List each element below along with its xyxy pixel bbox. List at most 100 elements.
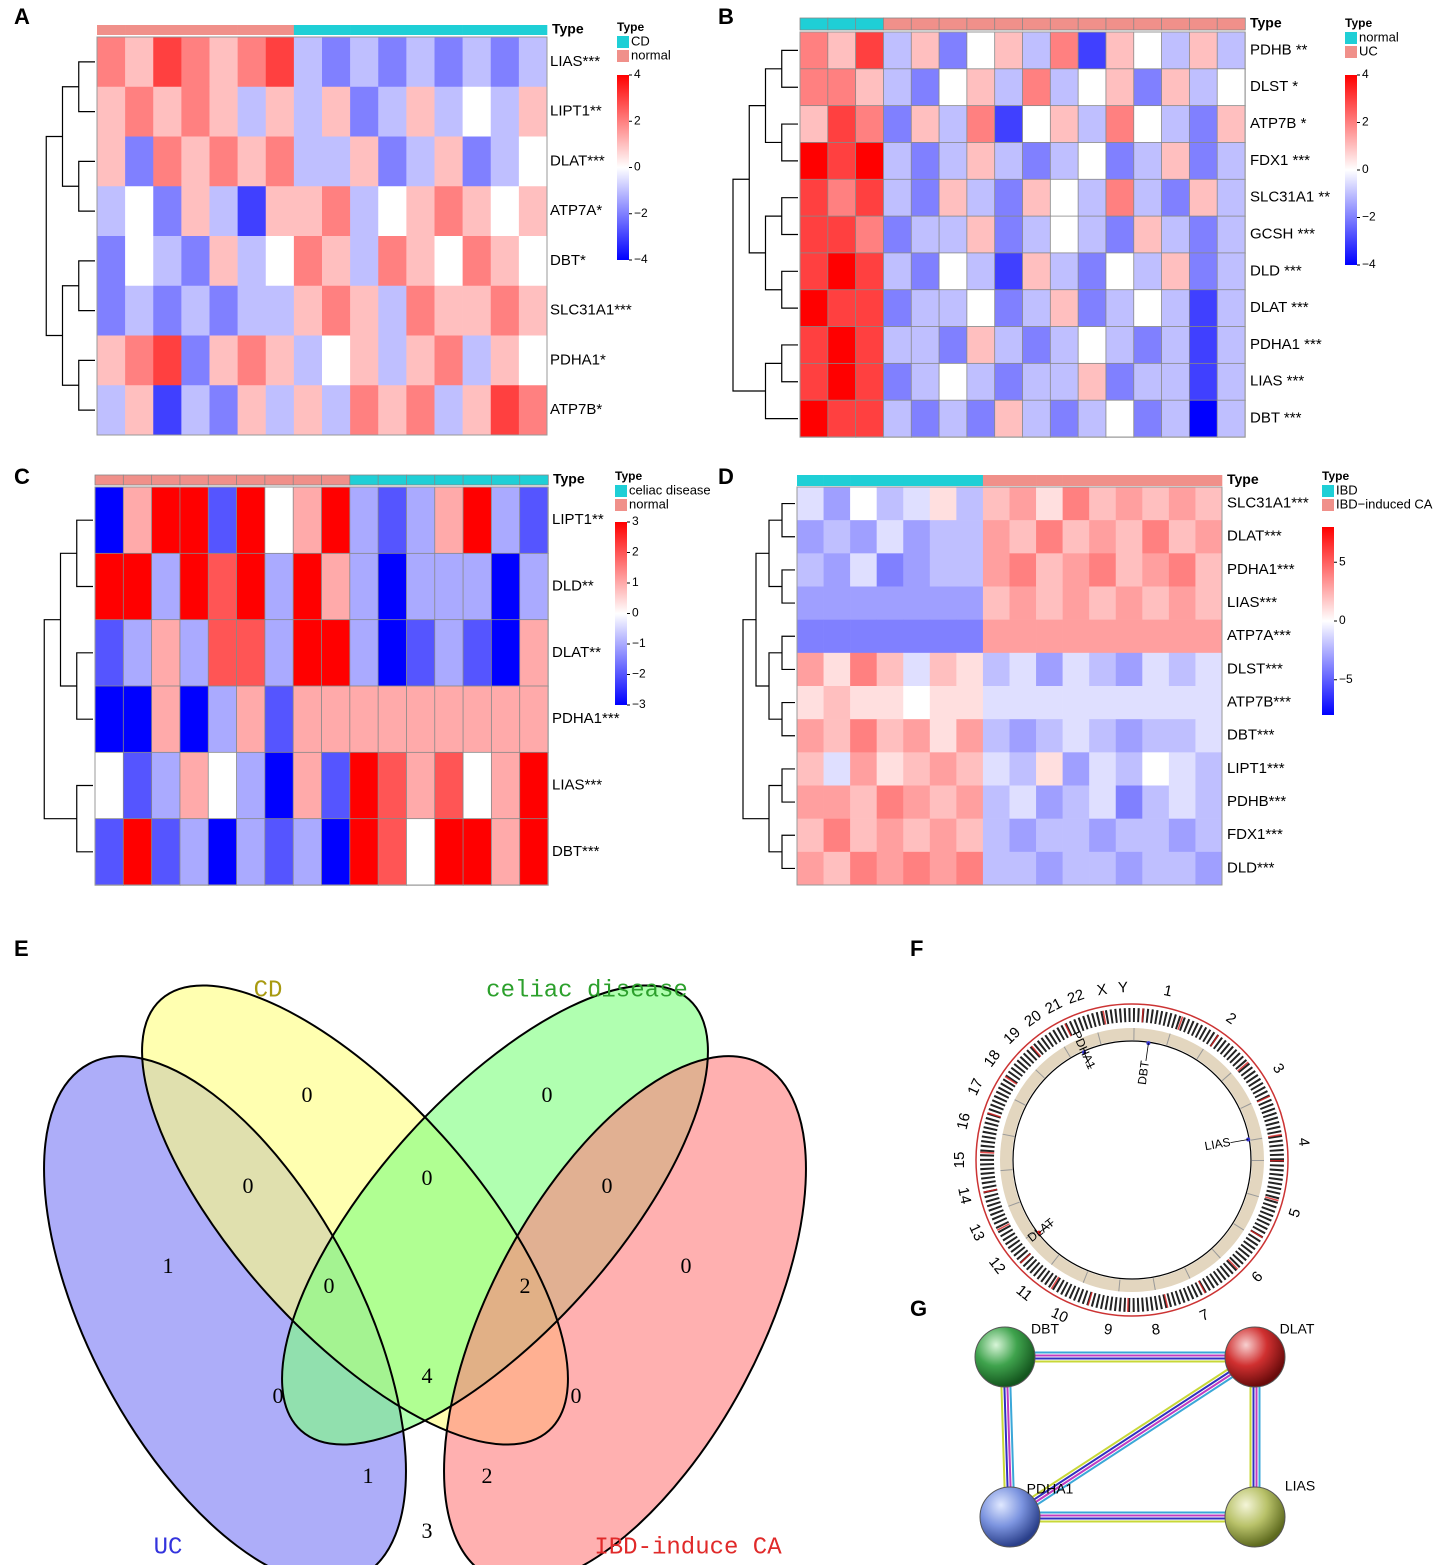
- heatmap-cell: [1105, 252, 1135, 291]
- row-label: DLD**: [552, 577, 594, 594]
- heatmap-cell: [910, 68, 940, 107]
- heatmap-cell: [855, 215, 885, 254]
- heatmap-cell: [378, 236, 407, 287]
- venn-set-label: CD: [254, 977, 283, 1004]
- heatmap-cell: [929, 652, 957, 687]
- heatmap-cell: [799, 399, 829, 438]
- row-label: LIAS***: [1227, 594, 1277, 611]
- colorbar-tick-label: −4: [634, 252, 648, 266]
- heatmap-cell: [982, 752, 1010, 786]
- heatmap-cell: [97, 136, 126, 187]
- heatmap-cell: [982, 487, 1010, 521]
- annotation-cell: [994, 17, 1024, 31]
- row-label: DLAT***: [1227, 528, 1282, 545]
- heatmap-cell: [1077, 105, 1107, 144]
- annotation-cell: [1022, 17, 1052, 31]
- heatmap-cell: [94, 619, 125, 687]
- heatmap-cell: [855, 399, 885, 438]
- heatmap-cell: [938, 326, 968, 365]
- venn-set: [444, 1056, 806, 1565]
- heatmap-cell: [966, 31, 996, 70]
- heatmap-cell: [181, 136, 210, 187]
- chromosome-label: 21: [1042, 995, 1065, 1018]
- heatmap-cell: [876, 818, 904, 853]
- heatmap-cell: [994, 105, 1024, 144]
- heatmap-cell: [406, 236, 435, 287]
- gene-pointer: [1145, 1043, 1149, 1062]
- heatmap-cell: [797, 520, 824, 554]
- heatmap-cell: [850, 487, 877, 521]
- heatmap-cell: [1168, 520, 1196, 554]
- annotation-cell: [462, 474, 493, 486]
- heatmap-cell: [406, 37, 435, 88]
- heatmap-cell: [1133, 326, 1163, 365]
- colorbar-tick-label: 2: [632, 545, 639, 559]
- heatmap-cell: [434, 486, 464, 555]
- heatmap-cell: [153, 86, 182, 137]
- heatmap-cell: [1133, 252, 1163, 291]
- heatmap-cell: [966, 252, 996, 291]
- panel-label: F: [910, 936, 923, 961]
- circos-inner-track: [1000, 1028, 1264, 1292]
- panel-label: A: [14, 4, 30, 29]
- heatmap-cell: [876, 487, 904, 521]
- heatmap-cell: [292, 685, 323, 754]
- heatmap-cell: [929, 818, 957, 853]
- annotation-cell: [349, 474, 379, 486]
- legend-label: IBD: [1336, 482, 1358, 497]
- network-node: [979, 1486, 1041, 1548]
- heatmap-cell: [462, 335, 492, 386]
- heatmap-cell: [982, 586, 1010, 620]
- heatmap-cell: [982, 785, 1010, 819]
- heatmap-cell: [1133, 68, 1163, 107]
- heatmap-cell: [1142, 785, 1170, 819]
- heatmap-cell: [265, 285, 295, 336]
- heatmap-cell: [855, 142, 885, 180]
- heatmap-cell: [1195, 719, 1223, 753]
- annotation-title: Type: [1227, 471, 1259, 487]
- heatmap-cell: [1195, 619, 1223, 654]
- heatmap-cell: [823, 719, 851, 753]
- annotation-cell: [910, 17, 940, 31]
- heatmap-cell: [850, 586, 877, 620]
- heatmap-cell: [434, 751, 464, 820]
- colorbar-tick-label: 5: [1339, 554, 1346, 568]
- heatmap-cell: [1105, 142, 1135, 180]
- heatmap-cell: [236, 552, 266, 621]
- heatmap-cell: [153, 37, 182, 88]
- heatmap-cell: [292, 552, 323, 621]
- heatmap-cell: [1216, 105, 1246, 144]
- heatmap-cell: [406, 86, 435, 137]
- annotation-cell: [827, 17, 857, 31]
- heatmap-cell: [209, 86, 238, 137]
- heatmap-cell: [982, 686, 1010, 720]
- heatmap-cell: [490, 186, 520, 237]
- heatmap-cell: [434, 37, 463, 88]
- heatmap-cell: [1022, 142, 1052, 180]
- heatmap-cell: [823, 487, 851, 521]
- heatmap-cell: [994, 215, 1024, 254]
- heatmap-cell: [1188, 142, 1218, 180]
- heatmap-cell: [1188, 105, 1218, 144]
- chromosome-label: 16: [954, 1111, 974, 1131]
- heatmap-cell: [179, 751, 209, 820]
- venn-outline: [141, 984, 569, 1446]
- heatmap-cell: [434, 335, 463, 386]
- heatmap-cell: [910, 252, 940, 291]
- heatmap-cell: [956, 752, 984, 786]
- heatmap-cell: [956, 553, 984, 587]
- heatmap-cell: [855, 178, 885, 217]
- annotation-title: Type: [553, 471, 585, 487]
- heatmap-cell: [490, 685, 521, 754]
- heatmap-cell: [125, 236, 154, 287]
- venn-count: 4: [422, 1363, 433, 1388]
- heatmap-cell: [1161, 252, 1191, 291]
- heatmap-cell: [1168, 785, 1196, 819]
- heatmap-cell: [322, 236, 351, 287]
- heatmap-cell: [293, 285, 323, 336]
- venn-set-label: UC: [154, 1534, 183, 1561]
- heatmap-cell: [1022, 31, 1052, 70]
- heatmap-cell: [876, 520, 904, 554]
- colorbar: [1322, 527, 1334, 715]
- heatmap-cell: [377, 486, 408, 555]
